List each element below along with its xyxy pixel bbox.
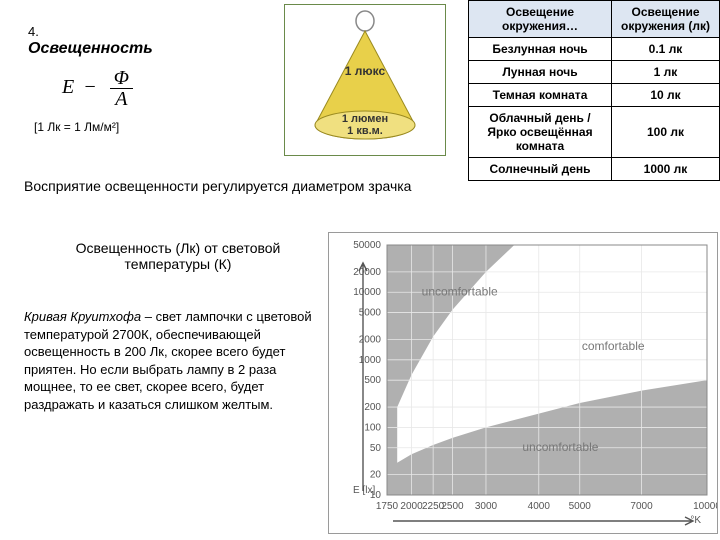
table-head-env: Освещение окружения… bbox=[469, 1, 612, 38]
svg-text:10000: 10000 bbox=[353, 287, 381, 298]
svg-text:7000: 7000 bbox=[630, 501, 653, 512]
svg-text:4000: 4000 bbox=[528, 501, 551, 512]
table-row: Облачный день / Ярко освещённая комната1… bbox=[469, 107, 720, 158]
formula-E: E bbox=[62, 76, 74, 98]
svg-text:E [lx]: E [lx] bbox=[353, 485, 375, 496]
table-head-lux: Освещение окружения (лк) bbox=[612, 1, 720, 38]
section-title: Освещенность bbox=[28, 40, 153, 58]
lamp-lumen-label: 1 люмен bbox=[342, 113, 388, 125]
table-row: Лунная ночь1 лк bbox=[469, 61, 720, 84]
svg-text:10000: 10000 bbox=[693, 501, 717, 512]
svg-text:500: 500 bbox=[364, 375, 381, 386]
illumination-table: Освещение окружения… Освещение окружения… bbox=[468, 0, 720, 181]
kruithof-text: Кривая Круитхофа – свет лампочки с цвето… bbox=[24, 308, 314, 413]
pupil-text: Восприятие освещенности регулируется диа… bbox=[24, 178, 424, 194]
svg-text:50: 50 bbox=[370, 443, 382, 454]
table-row: Солнечный день1000 лк bbox=[469, 158, 720, 181]
table-row: Темная комната10 лк bbox=[469, 84, 720, 107]
svg-text:2000: 2000 bbox=[359, 334, 382, 345]
svg-text:comfortable: comfortable bbox=[582, 339, 645, 353]
lamp-diagram: 1 люкс 1 люмен 1 кв.м. bbox=[284, 4, 446, 156]
svg-text:uncomfortable: uncomfortable bbox=[522, 440, 598, 454]
formula-dash: − bbox=[83, 76, 97, 98]
lamp-area-label: 1 кв.м. bbox=[347, 125, 383, 137]
svg-text:20: 20 bbox=[370, 470, 382, 481]
svg-text:2500: 2500 bbox=[441, 501, 464, 512]
bulb-icon bbox=[356, 11, 374, 31]
svg-text:100: 100 bbox=[364, 422, 381, 433]
svg-text:2000: 2000 bbox=[400, 501, 423, 512]
kruithof-chart: 50000 20000 10000 5000 2000 1000 500 200 100 50 20… bbox=[328, 232, 718, 534]
table-row: Безлунная ночь0.1 лк bbox=[469, 38, 720, 61]
svg-text:uncomfortable: uncomfortable bbox=[422, 284, 498, 298]
formula-denominator: A bbox=[110, 89, 133, 109]
kruithof-rest: – свет лампочки с цветовой температурой … bbox=[24, 309, 312, 412]
formula-numerator: Φ bbox=[110, 68, 133, 89]
unit-note: [1 Лк = 1 Лм/м²] bbox=[34, 120, 119, 134]
svg-text:5000: 5000 bbox=[569, 501, 592, 512]
svg-text:3000: 3000 bbox=[475, 501, 498, 512]
kruithof-lead: Кривая Круитхофа bbox=[24, 309, 141, 324]
svg-text:°K: °K bbox=[690, 515, 701, 526]
svg-text:1750: 1750 bbox=[376, 501, 399, 512]
svg-text:5000: 5000 bbox=[359, 308, 382, 319]
svg-text:50000: 50000 bbox=[353, 240, 381, 251]
lamp-lux-label: 1 люкс bbox=[345, 64, 386, 78]
svg-text:200: 200 bbox=[364, 402, 381, 413]
svg-text:20000: 20000 bbox=[353, 267, 381, 278]
svg-text:1000: 1000 bbox=[359, 355, 382, 366]
chart-caption: Освещенность (Лк) от световой температур… bbox=[38, 240, 318, 272]
section-number: 4. bbox=[28, 24, 39, 39]
illuminance-formula: E − Φ A bbox=[62, 68, 133, 109]
